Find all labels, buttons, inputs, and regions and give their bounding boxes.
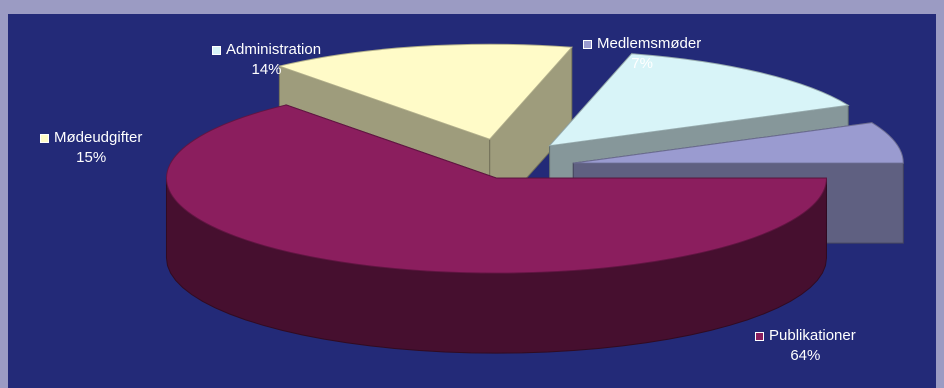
- slice-name-administration: Administration: [226, 41, 322, 58]
- slice-label-medlemsmoder: Medlemsmøder 7%: [583, 34, 701, 74]
- slice-name-modeudgifter: Mødeudgifter: [54, 129, 143, 146]
- slice-label-modeudgifter: Mødeudgifter 15%: [40, 128, 142, 168]
- slice-name-publikationer: Publikationer: [769, 327, 856, 344]
- slice-top-medlemsmoder: [573, 122, 904, 164]
- slice-value-modeudgifter: 15%: [76, 149, 107, 166]
- slice-name-medlemsmoder: Medlemsmøder: [597, 35, 702, 52]
- slice-publikationer: [165, 104, 827, 354]
- slice-top-administration: [548, 53, 850, 147]
- slice-value-publikationer: 64%: [790, 347, 821, 364]
- slice-value-administration: 14%: [251, 61, 282, 78]
- slice-label-publikationer: Publikationer 64%: [755, 326, 856, 366]
- slice-label-administration: Administration 14%: [212, 40, 321, 80]
- legend-swatch-administration: [212, 45, 221, 55]
- legend-swatch-medlemsmoder: [583, 39, 592, 49]
- slice-top-publikationer: [166, 104, 827, 274]
- slice-value-medlemsmoder: 7%: [631, 55, 653, 72]
- legend-swatch-publikationer: [755, 331, 764, 341]
- legend-swatch-modeudgifter: [40, 133, 49, 143]
- slice-top-modeudgifter: [277, 43, 573, 140]
